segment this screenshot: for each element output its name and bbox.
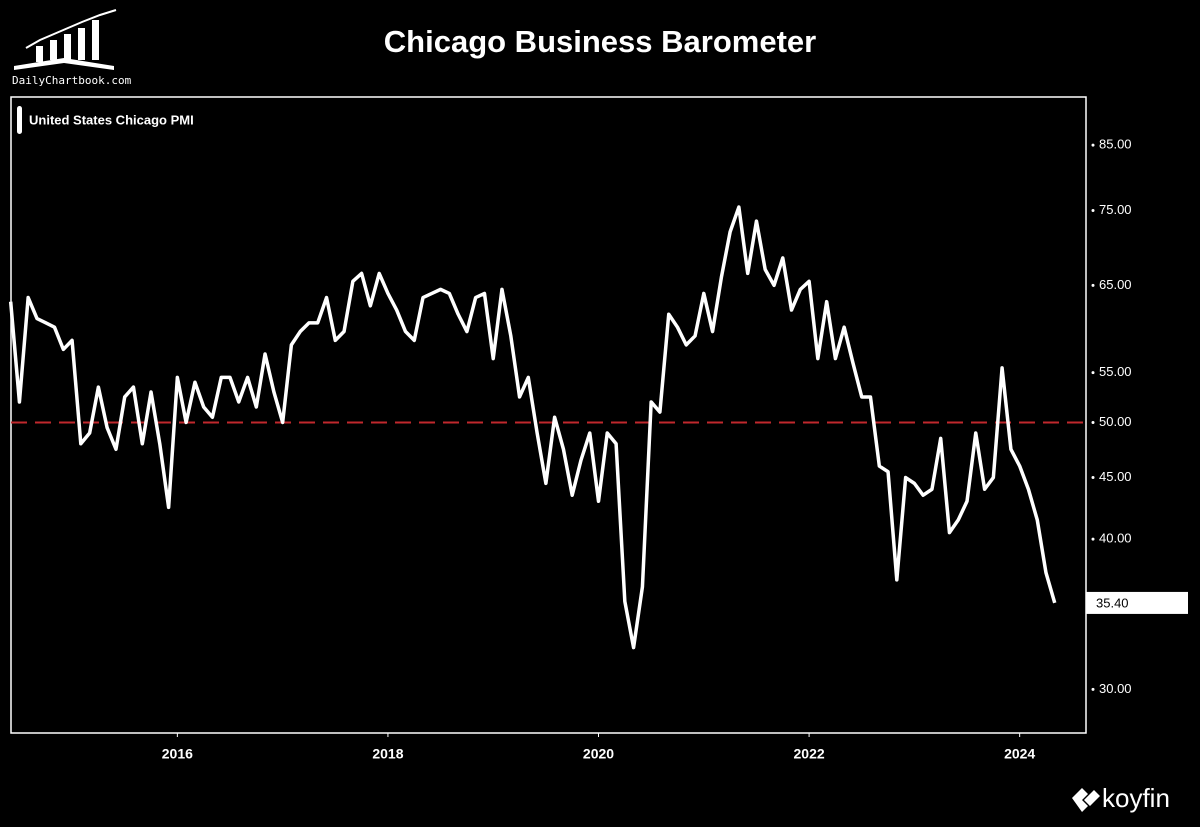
y-tick-label: 65.00 [1099, 277, 1132, 292]
last-value-box [1086, 591, 1188, 614]
y-tick-label: 30.00 [1099, 681, 1132, 696]
y-tick-mark [1091, 283, 1095, 287]
logo-icon [14, 9, 117, 70]
x-tick-label: 2022 [794, 746, 825, 762]
y-tick-label: 45.00 [1099, 469, 1132, 484]
brand-text: koyfin [1102, 783, 1170, 813]
brand-text: DailyChartbook.com [12, 74, 132, 87]
x-tick-label: 2018 [372, 746, 403, 762]
y-tick-mark [1091, 420, 1095, 424]
y-tick-mark [1091, 209, 1095, 213]
last-value-label: 35.40 [1096, 595, 1129, 610]
y-tick-mark [1091, 371, 1095, 375]
plot-frame [10, 96, 1087, 734]
y-tick-label: 50.00 [1099, 414, 1132, 429]
y-tick-label: 40.00 [1099, 531, 1132, 546]
series-line [8, 205, 1057, 650]
chart-title: Chicago Business Barometer [384, 24, 816, 59]
legend-label: United States Chicago PMI [29, 112, 194, 127]
x-tick-label: 2024 [1004, 746, 1035, 762]
x-tick-label: 2016 [162, 746, 193, 762]
y-tick-mark [1091, 687, 1095, 691]
y-tick-mark [1091, 476, 1095, 480]
y-tick-label: 55.00 [1099, 364, 1132, 379]
y-tick-mark [1091, 537, 1095, 541]
y-tick-label: 75.00 [1099, 202, 1132, 217]
x-tick-label: 2020 [583, 746, 614, 762]
y-tick-label: 85.00 [1099, 137, 1132, 152]
koyfin-logo [1072, 788, 1100, 812]
y-tick-mark [1091, 143, 1095, 147]
legend-swatch [17, 106, 22, 134]
